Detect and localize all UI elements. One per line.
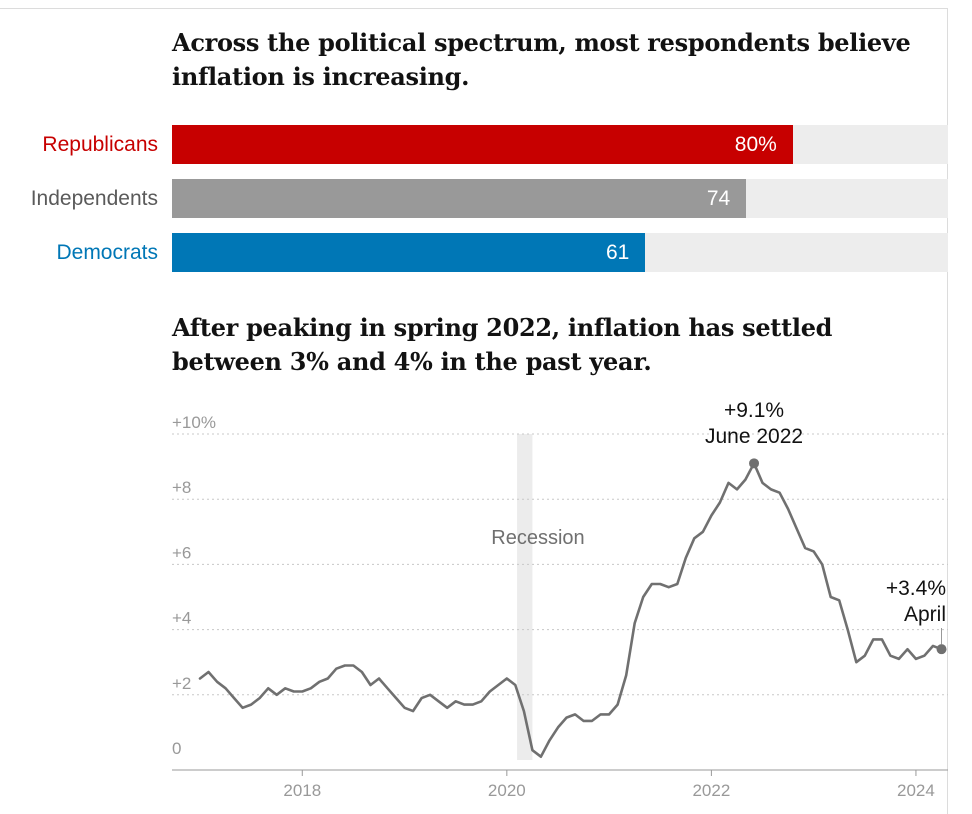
y-tick-label: 0 [172,739,181,758]
latest-point [936,644,947,655]
recession-band [517,434,533,760]
top-rule [0,8,948,9]
bar-row-democrats: Democrats 61 [0,233,948,272]
peak-point [749,458,760,469]
bar-value-independents: 74 [706,187,731,210]
bar-row-independents: Independents 74 [0,179,948,218]
peak-value-label: +9.1% [724,399,784,422]
bar-track-independents: 74 [172,179,948,218]
y-tick-label: +10% [172,413,216,432]
inflation-line [198,462,943,758]
latest-value-label: +3.4% [886,577,946,600]
bar-track-democrats: 61 [172,233,948,272]
bar-label-independents: Independents [30,187,158,210]
bar-value-democrats: 61 [606,241,630,264]
y-tick-label: +6 [172,543,191,562]
latest-date-label: April [904,603,946,626]
x-tick-label: 2018 [283,781,321,800]
bar-row-republicans: Republicans 80% [0,125,948,164]
bar-label-democrats: Democrats [56,241,158,264]
bar-republicans: 80% [172,125,793,164]
right-rule [947,8,948,814]
x-tick-label: 2020 [488,781,526,800]
y-tick-label: +2 [172,674,191,693]
y-tick-label: +4 [172,609,191,628]
x-tick-label: 2024 [897,781,935,800]
inflation-line-chart: 0 +2 +4 +6 +8 +10% 2018 2020 2022 2024 Recession +9… [172,399,948,800]
recession-label: Recession [491,527,584,549]
bar-value-republicans: 80% [734,133,777,156]
x-tick-label: 2022 [692,781,730,800]
bar-independents: 74 [172,179,747,218]
peak-date-label: June 2022 [705,425,803,448]
line-chart-title: After peaking in spring 2022, inflation … [172,313,833,376]
bar-track-republicans: 80% [172,125,948,164]
bar-label-republicans: Republicans [42,133,158,156]
bar-chart-title: Across the political spectrum, most resp… [172,28,911,91]
y-tick-label: +8 [172,478,191,497]
bar-democrats: 61 [172,233,646,272]
